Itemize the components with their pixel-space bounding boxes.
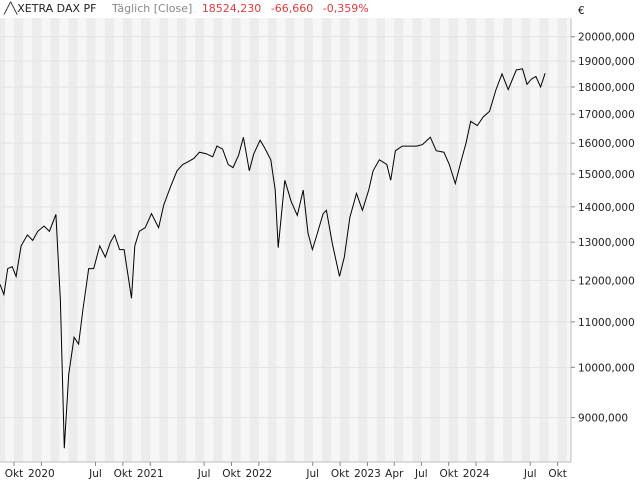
x-tick-label: Jul bbox=[305, 468, 319, 480]
month-band bbox=[358, 18, 368, 462]
month-band bbox=[68, 18, 78, 462]
y-tick-label: 11000,000 bbox=[578, 317, 635, 329]
x-tick-label: 2021 bbox=[137, 468, 164, 480]
month-band bbox=[376, 18, 386, 462]
month-band bbox=[448, 18, 458, 462]
month-band bbox=[539, 18, 549, 462]
y-tick-label: 9000,000 bbox=[578, 413, 628, 425]
x-tick-label: Okt bbox=[5, 468, 23, 480]
month-band bbox=[503, 18, 513, 462]
x-tick-label: Okt bbox=[222, 468, 240, 480]
frequency-label: Täglich [Close] bbox=[111, 2, 193, 15]
y-tick-label: 10000,000 bbox=[578, 362, 635, 374]
x-tick-label: Apr bbox=[385, 468, 404, 480]
alternating-month-bands bbox=[0, 18, 571, 462]
x-tick-label: 2024 bbox=[463, 468, 490, 480]
month-band bbox=[177, 18, 186, 462]
chart-header: ╱╲XETRA DAX PF Täglich [Close] 18524,230… bbox=[4, 2, 375, 15]
y-tick-label: 17000,000 bbox=[578, 109, 635, 121]
change-percent: -0,359% bbox=[322, 2, 369, 15]
x-tick-label: 2023 bbox=[354, 468, 381, 480]
y-tick-label: 18000,000 bbox=[578, 82, 635, 94]
month-band bbox=[521, 18, 531, 462]
y-axis: 9000,000 10000,000 11000,000 12000,000 13000… bbox=[570, 5, 635, 462]
month-band bbox=[557, 18, 567, 462]
month-band bbox=[159, 18, 168, 462]
month-band bbox=[303, 18, 313, 462]
month-band bbox=[430, 18, 440, 462]
x-tick-label: Okt bbox=[548, 468, 566, 480]
month-band bbox=[285, 18, 295, 462]
month-band bbox=[0, 18, 6, 462]
y-tick-label: 13000,000 bbox=[578, 237, 635, 249]
x-tick-label: 2020 bbox=[28, 468, 55, 480]
line-chart-icon: ╱╲ bbox=[4, 2, 18, 15]
month-band bbox=[122, 18, 133, 462]
month-band bbox=[412, 18, 422, 462]
x-tick-label: Jul bbox=[197, 468, 211, 480]
month-band bbox=[321, 18, 332, 462]
month-band bbox=[466, 18, 477, 462]
change-value: -66,660 bbox=[270, 2, 314, 15]
last-value: 18524,230 bbox=[201, 2, 262, 15]
price-line bbox=[0, 68, 546, 449]
y-tick-label: 14000,000 bbox=[578, 202, 635, 214]
month-band bbox=[340, 18, 350, 462]
month-band bbox=[141, 18, 151, 462]
x-tick-label: Okt bbox=[331, 468, 349, 480]
currency-label: € bbox=[578, 5, 585, 17]
horizontal-gridlines bbox=[0, 36, 571, 419]
x-tick-label: Okt bbox=[114, 468, 132, 480]
y-tick-label: 16000,000 bbox=[578, 138, 635, 150]
y-tick-label: 20000,000 bbox=[578, 32, 635, 44]
month-band bbox=[394, 18, 404, 462]
x-tick-label: Jul bbox=[88, 468, 102, 480]
month-band bbox=[50, 18, 60, 462]
month-band bbox=[86, 18, 96, 462]
month-band bbox=[231, 18, 241, 462]
y-tick-label: 12000,000 bbox=[578, 275, 635, 287]
x-tick-label: Jul bbox=[414, 468, 428, 480]
month-band bbox=[13, 18, 24, 462]
month-band bbox=[249, 18, 259, 462]
month-band bbox=[213, 18, 223, 462]
y-tick-label: 19000,000 bbox=[578, 56, 635, 68]
month-band bbox=[485, 18, 494, 462]
x-axis: Okt 2020 Jul Okt 2021 Jul Okt 2022 Jul Okt 2023 Apr… bbox=[0, 461, 571, 480]
y-tick-label: 15000,000 bbox=[578, 169, 635, 181]
x-tick-label: 2022 bbox=[246, 468, 273, 480]
x-tick-label: Jul bbox=[523, 468, 537, 480]
month-band bbox=[195, 18, 205, 462]
month-band bbox=[32, 18, 42, 462]
symbol-label: ╱╲XETRA DAX PF bbox=[4, 2, 97, 15]
x-tick-label: Okt bbox=[439, 468, 457, 480]
month-band bbox=[268, 18, 277, 462]
month-band bbox=[104, 18, 114, 462]
